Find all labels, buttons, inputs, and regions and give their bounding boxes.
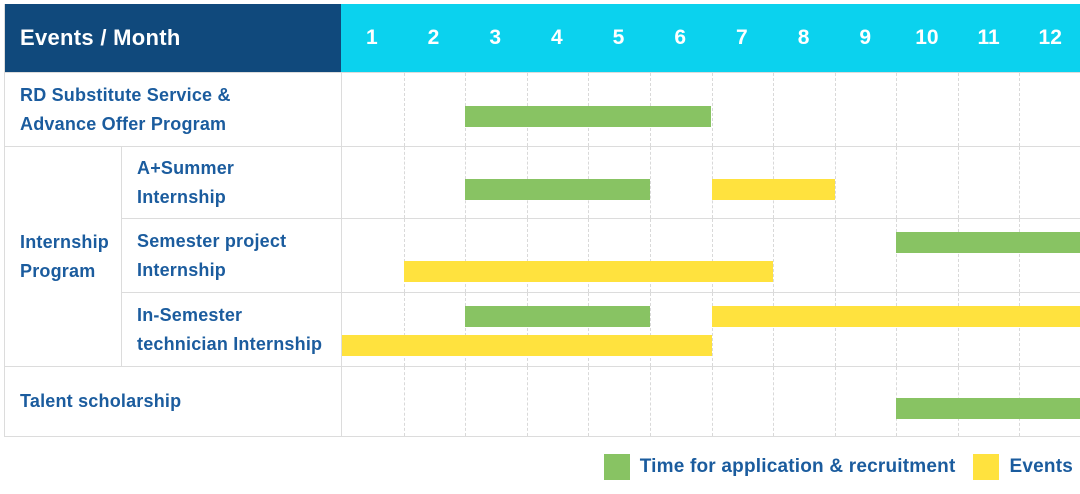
month-header-1: 1 (365, 26, 378, 49)
row-label-line: technician Internship (137, 333, 323, 354)
month-header-12: 12 (1038, 26, 1062, 49)
yellow-swatch-icon (973, 454, 1000, 480)
month-gridline (649, 219, 651, 292)
month-gridline (465, 293, 467, 366)
row-label-line: Advance Offer Program (20, 113, 227, 134)
row-label-line: Internship (137, 259, 227, 280)
month-header-9: 9 (859, 26, 872, 49)
month-gridline (957, 73, 959, 146)
row-label-line: Semester project (137, 230, 287, 251)
row-label-talent-scholarship: Talent scholarship (5, 367, 341, 437)
month-gridline (649, 293, 651, 366)
month-header-10: 10 (915, 26, 939, 49)
month-gridline (526, 219, 528, 292)
legend-item-application: Time for application & recruitment (603, 454, 956, 480)
month-gridline (526, 367, 528, 436)
month-gridline (957, 293, 959, 366)
month-gridline (403, 147, 405, 218)
month-header-7: 7 (736, 26, 748, 49)
group-label-line: Program (20, 260, 96, 281)
month-gridline (896, 293, 898, 366)
month-gridline (957, 147, 959, 218)
row-label-line: RD Substitute Service & (20, 84, 231, 105)
month-header-6: 6 (674, 26, 687, 49)
month-header-11: 11 (977, 26, 1000, 49)
table-header-title: Events / Month (5, 4, 341, 73)
month-gridline (834, 73, 836, 146)
events-month-table: Events / Month 1 2 3 4 5 6 7 8 9 10 11 1… (4, 4, 1080, 437)
bars-row-talent-scholarship (341, 367, 1080, 437)
legend-label: Time for application & recruitment (639, 456, 956, 477)
month-gridline (588, 293, 590, 366)
month-gridline (773, 293, 775, 366)
month-gridline (834, 293, 836, 366)
row-label-semester-project: Semester project Internship (121, 219, 341, 293)
month-gridline (834, 367, 836, 436)
month-gridline (1019, 147, 1021, 218)
month-gridline (711, 367, 713, 436)
month-gridline (1019, 73, 1021, 146)
row-label-in-semester-technician: In-Semester technician Internship (121, 293, 341, 367)
month-gridline (588, 219, 590, 292)
application-bar (896, 397, 1080, 419)
application-bar (465, 105, 712, 127)
legend-label: Events (1009, 456, 1073, 477)
month-header-2: 2 (427, 26, 440, 49)
row-label-line: In-Semester (137, 304, 243, 325)
month-gridline (896, 219, 898, 292)
month-gridline (773, 73, 775, 146)
month-gridline (649, 367, 651, 436)
green-swatch-icon (603, 454, 630, 480)
bars-row-a-plus-summer (341, 147, 1080, 219)
month-gridline (1019, 293, 1021, 366)
month-gridline (711, 219, 713, 292)
application-bar (465, 306, 650, 327)
row-label-rd-substitute: RD Substitute Service & Advance Offer Pr… (5, 73, 341, 147)
row-label-line: Talent scholarship (20, 391, 182, 411)
legend: Time for application & recruitment Event… (603, 452, 1073, 482)
month-gridline (896, 73, 898, 146)
month-header-8: 8 (797, 26, 810, 49)
event-bar (711, 306, 1080, 327)
event-bar (342, 335, 712, 356)
month-gridline (773, 219, 775, 292)
month-gridline (711, 73, 713, 146)
row-label-a-plus-summer: A+Summer Internship (121, 147, 341, 219)
bars-row-rd-substitute (341, 73, 1080, 147)
month-gridline (403, 73, 405, 146)
month-gridline (649, 147, 651, 218)
month-gridline (526, 293, 528, 366)
row-label-line: Internship (137, 186, 227, 207)
month-header-4: 4 (551, 26, 563, 49)
event-bar (403, 261, 774, 282)
month-header-3: 3 (489, 26, 502, 49)
row-label-line: A+Summer (137, 157, 235, 178)
month-gridline (403, 219, 405, 292)
month-header-row: 1 2 3 4 5 6 7 8 9 10 11 12 (341, 4, 1080, 73)
month-gridline (957, 219, 959, 292)
event-bar (711, 178, 835, 200)
application-bar (465, 178, 650, 200)
page-title: Events / Month (20, 25, 181, 50)
month-gridline (834, 147, 836, 218)
bars-row-semester-project (341, 219, 1080, 293)
month-gridline (588, 367, 590, 436)
month-gridline (465, 219, 467, 292)
month-gridline (403, 293, 405, 366)
group-label-internship-program: Internship Program (5, 147, 121, 367)
month-gridline (465, 367, 467, 436)
month-gridline (711, 293, 713, 366)
group-label-line: Internship (20, 231, 110, 252)
month-header-5: 5 (612, 26, 625, 49)
month-gridline (896, 147, 898, 218)
month-gridline (773, 367, 775, 436)
legend-item-events: Events (973, 454, 1073, 480)
application-bar (896, 232, 1080, 253)
month-gridline (403, 367, 405, 436)
month-gridline (1019, 219, 1021, 292)
bars-row-in-semester-technician (341, 293, 1080, 367)
month-gridline (834, 219, 836, 292)
